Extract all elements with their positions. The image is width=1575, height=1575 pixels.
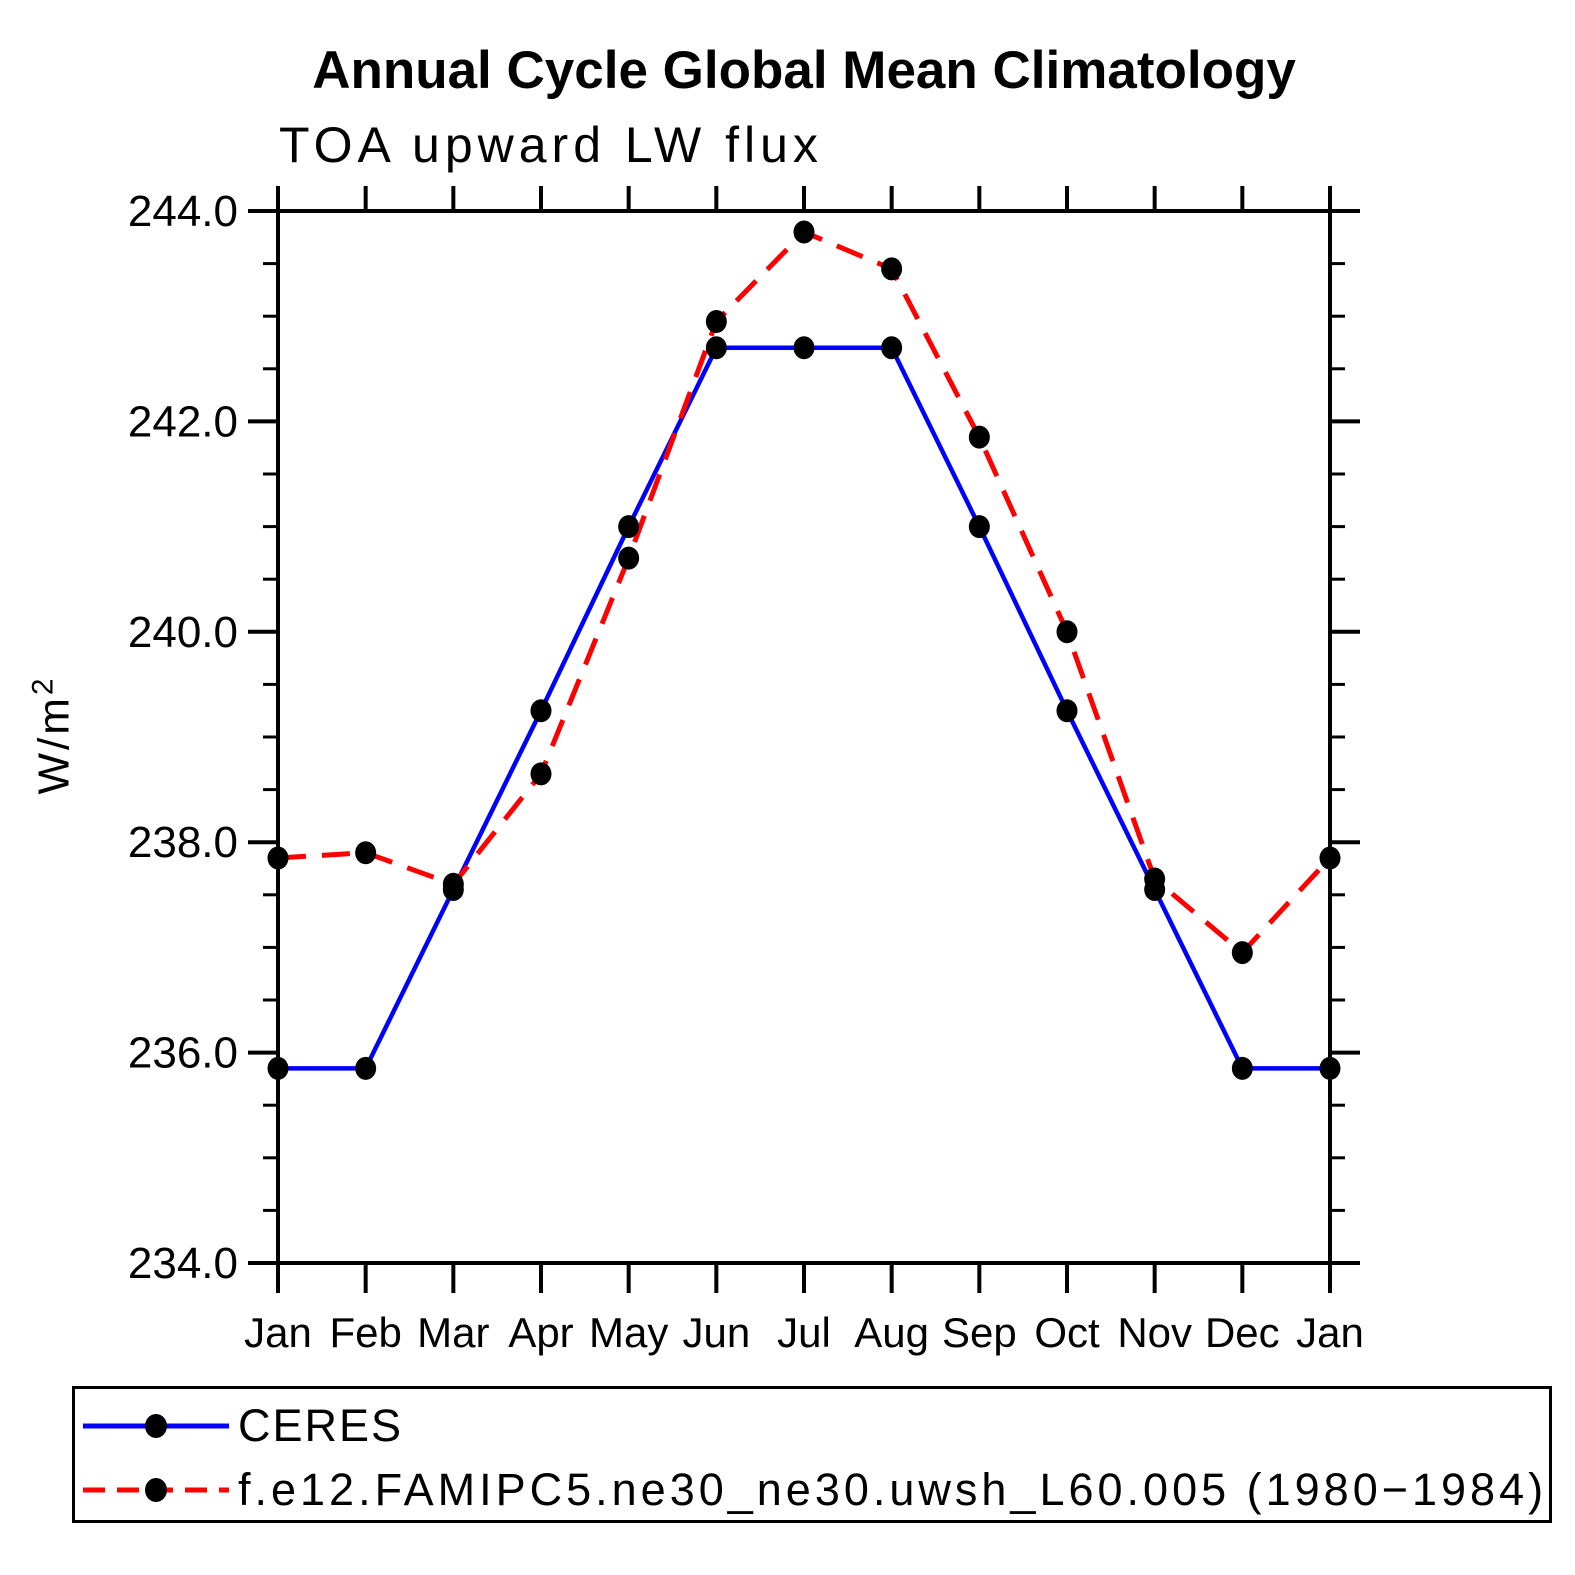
data-point-marker-model bbox=[705, 309, 727, 333]
y-axis-label: W/m2 bbox=[27, 675, 80, 794]
legend-marker-icon bbox=[145, 1414, 167, 1438]
y-tick-label: 244.0 bbox=[128, 187, 238, 236]
legend-box: CERES f.e12.FAMIPC5.ne30_ne30.uwsh_L60.0… bbox=[72, 1386, 1552, 1523]
legend-sample-ceres bbox=[83, 1414, 229, 1438]
chart-subtitle: TOA upward LW flux bbox=[279, 117, 823, 173]
data-point-marker-model bbox=[1144, 867, 1166, 891]
data-point-marker-ceres bbox=[1231, 1056, 1253, 1080]
data-point-marker-model bbox=[1319, 846, 1341, 870]
data-point-marker-ceres bbox=[1056, 699, 1078, 723]
data-point-marker-ceres bbox=[618, 515, 640, 539]
x-tick-label: May bbox=[589, 1309, 668, 1356]
legend-sample-model bbox=[83, 1478, 229, 1502]
data-point-marker-ceres bbox=[705, 336, 727, 360]
data-point-marker-model bbox=[442, 872, 464, 896]
legend-label-ceres: CERES bbox=[238, 1400, 404, 1451]
data-point-marker-ceres bbox=[355, 1056, 377, 1080]
data-point-marker-ceres bbox=[1319, 1056, 1341, 1080]
legend-label-model: f.e12.FAMIPC5.ne30_ne30.uwsh_L60.005 (19… bbox=[238, 1464, 1548, 1515]
data-point-marker-model bbox=[1231, 941, 1253, 965]
x-tick-label: Jun bbox=[682, 1309, 750, 1356]
x-tick-label: Jan bbox=[244, 1309, 312, 1356]
plot-box bbox=[276, 209, 1332, 1265]
data-point-marker-model bbox=[355, 841, 377, 865]
data-point-marker-model bbox=[530, 762, 552, 786]
x-tick-label: Sep bbox=[942, 1309, 1017, 1356]
y-tick-label: 238.0 bbox=[128, 818, 238, 867]
page-title: Annual Cycle Global Mean Climatology bbox=[312, 41, 1296, 100]
data-point-marker-model bbox=[881, 257, 903, 281]
data-point-marker-ceres bbox=[968, 515, 990, 539]
x-tick-label: Aug bbox=[854, 1309, 929, 1356]
data-point-marker-ceres bbox=[881, 336, 903, 360]
x-tick-label: Nov bbox=[1117, 1309, 1192, 1356]
legend-marker-icon bbox=[145, 1478, 167, 1502]
legend-entry-ceres: CERES bbox=[80, 1400, 404, 1451]
data-point-marker-ceres bbox=[267, 1056, 289, 1080]
data-point-marker-ceres bbox=[793, 336, 815, 360]
data-point-marker-model bbox=[793, 220, 815, 244]
x-tick-label: Dec bbox=[1205, 1309, 1280, 1356]
data-point-marker-model bbox=[968, 425, 990, 449]
data-point-marker-ceres bbox=[530, 699, 552, 723]
series-line-ceres bbox=[278, 345, 1330, 1071]
x-tick-label: Apr bbox=[508, 1309, 573, 1356]
data-point-marker-model bbox=[1056, 620, 1078, 644]
x-tick-label: Jan bbox=[1296, 1309, 1364, 1356]
y-tick-label: 242.0 bbox=[128, 397, 238, 446]
x-tick-label: Oct bbox=[1034, 1309, 1100, 1356]
data-point-marker-model bbox=[618, 546, 640, 570]
x-tick-label: Mar bbox=[417, 1309, 489, 1356]
x-tick-label: Feb bbox=[329, 1309, 401, 1356]
y-tick-label: 236.0 bbox=[128, 1029, 238, 1078]
y-tick-label: 240.0 bbox=[128, 608, 238, 657]
x-tick-label: Jul bbox=[777, 1309, 831, 1356]
legend-entry-model: f.e12.FAMIPC5.ne30_ne30.uwsh_L60.005 (19… bbox=[80, 1464, 1548, 1515]
y-axis-label-exponent: 2 bbox=[26, 675, 60, 696]
data-point-marker-model bbox=[267, 846, 289, 870]
y-axis-label-text: W/m bbox=[29, 695, 79, 795]
y-tick-label: 234.0 bbox=[128, 1239, 238, 1288]
